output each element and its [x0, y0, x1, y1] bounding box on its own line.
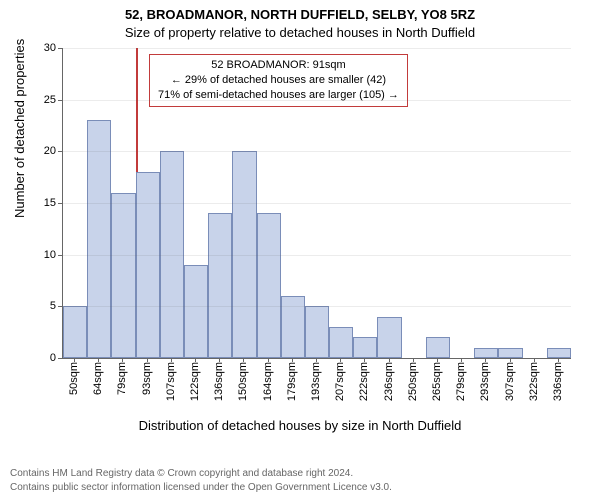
- histogram-bar: [257, 213, 281, 358]
- x-tick-mark: [268, 358, 269, 362]
- annotation-line1: 52 BROADMANOR: 91sqm: [158, 58, 399, 73]
- x-tick-mark: [243, 358, 244, 362]
- y-tick-mark: [58, 151, 62, 152]
- x-tick-mark: [74, 358, 75, 362]
- histogram-bar: [136, 172, 160, 358]
- x-tick-mark: [316, 358, 317, 362]
- x-tick-label: 107sqm: [165, 362, 177, 401]
- gridline: [63, 48, 571, 49]
- x-tick-label: 164sqm: [262, 362, 274, 401]
- plot-region: 52 BROADMANOR: 91sqm ← 29% of detached h…: [62, 48, 571, 359]
- y-tick-mark: [58, 100, 62, 101]
- footer-line1: Contains HM Land Registry data © Crown c…: [10, 467, 392, 481]
- x-tick-mark: [340, 358, 341, 362]
- x-tick-mark: [413, 358, 414, 362]
- histogram-bar: [208, 213, 232, 358]
- y-tick-label: 0: [26, 352, 56, 364]
- histogram-bar: [87, 120, 111, 358]
- chart-subtitle: Size of property relative to detached ho…: [0, 24, 600, 42]
- x-tick-mark: [510, 358, 511, 362]
- x-tick-label: 150sqm: [237, 362, 249, 401]
- gridline: [63, 255, 571, 256]
- x-tick-label: 293sqm: [479, 362, 491, 401]
- footer-line2: Contains public sector information licen…: [10, 481, 392, 495]
- x-tick-mark: [98, 358, 99, 362]
- x-tick-label: 250sqm: [407, 362, 419, 401]
- x-axis-label: Distribution of detached houses by size …: [0, 418, 600, 433]
- x-tick-mark: [147, 358, 148, 362]
- x-tick-label: 50sqm: [68, 362, 80, 395]
- annotation-line2: ← 29% of detached houses are smaller (42…: [158, 73, 399, 88]
- y-tick-mark: [58, 306, 62, 307]
- chart-area: 52 BROADMANOR: 91sqm ← 29% of detached h…: [62, 48, 570, 388]
- y-tick-mark: [58, 255, 62, 256]
- histogram-bar: [353, 337, 377, 358]
- x-tick-mark: [122, 358, 123, 362]
- y-axis-label: Number of detached properties: [12, 39, 27, 218]
- histogram-bar: [377, 317, 401, 358]
- x-tick-mark: [292, 358, 293, 362]
- gridline: [63, 151, 571, 152]
- footer-attribution: Contains HM Land Registry data © Crown c…: [10, 467, 392, 494]
- x-tick-label: 236sqm: [383, 362, 395, 401]
- x-tick-label: 279sqm: [455, 362, 467, 401]
- x-tick-mark: [195, 358, 196, 362]
- y-tick-label: 20: [26, 145, 56, 157]
- histogram-bar: [547, 348, 571, 358]
- x-tick-mark: [364, 358, 365, 362]
- y-tick-label: 25: [26, 94, 56, 106]
- x-tick-label: 322sqm: [528, 362, 540, 401]
- histogram-bar: [63, 306, 87, 358]
- x-tick-mark: [461, 358, 462, 362]
- histogram-bar: [281, 296, 305, 358]
- gridline: [63, 203, 571, 204]
- y-tick-label: 10: [26, 249, 56, 261]
- histogram-bar: [305, 306, 329, 358]
- x-tick-mark: [485, 358, 486, 362]
- histogram-bar: [426, 337, 450, 358]
- x-tick-label: 222sqm: [358, 362, 370, 401]
- x-tick-mark: [437, 358, 438, 362]
- x-tick-label: 193sqm: [310, 362, 322, 401]
- x-tick-mark: [219, 358, 220, 362]
- x-tick-mark: [389, 358, 390, 362]
- annotation-box: 52 BROADMANOR: 91sqm ← 29% of detached h…: [149, 54, 408, 107]
- chart-container: 52, BROADMANOR, NORTH DUFFIELD, SELBY, Y…: [0, 0, 600, 500]
- histogram-bar: [474, 348, 498, 358]
- x-tick-label: 307sqm: [504, 362, 516, 401]
- gridline: [63, 100, 571, 101]
- x-tick-mark: [171, 358, 172, 362]
- chart-title: 52, BROADMANOR, NORTH DUFFIELD, SELBY, Y…: [0, 0, 600, 24]
- y-tick-mark: [58, 358, 62, 359]
- gridline: [63, 306, 571, 307]
- histogram-bar: [498, 348, 522, 358]
- histogram-bar: [184, 265, 208, 358]
- histogram-bar: [111, 193, 135, 358]
- y-tick-label: 30: [26, 42, 56, 54]
- x-tick-label: 265sqm: [431, 362, 443, 401]
- x-tick-label: 136sqm: [213, 362, 225, 401]
- y-tick-mark: [58, 203, 62, 204]
- x-tick-label: 336sqm: [552, 362, 564, 401]
- y-tick-label: 5: [26, 300, 56, 312]
- x-tick-label: 93sqm: [141, 362, 153, 395]
- y-tick-label: 15: [26, 197, 56, 209]
- y-tick-mark: [58, 48, 62, 49]
- x-tick-label: 122sqm: [189, 362, 201, 401]
- x-tick-label: 64sqm: [92, 362, 104, 395]
- x-tick-label: 79sqm: [116, 362, 128, 395]
- x-tick-mark: [534, 358, 535, 362]
- x-tick-label: 179sqm: [286, 362, 298, 401]
- x-tick-label: 207sqm: [334, 362, 346, 401]
- x-tick-mark: [558, 358, 559, 362]
- histogram-bar: [329, 327, 353, 358]
